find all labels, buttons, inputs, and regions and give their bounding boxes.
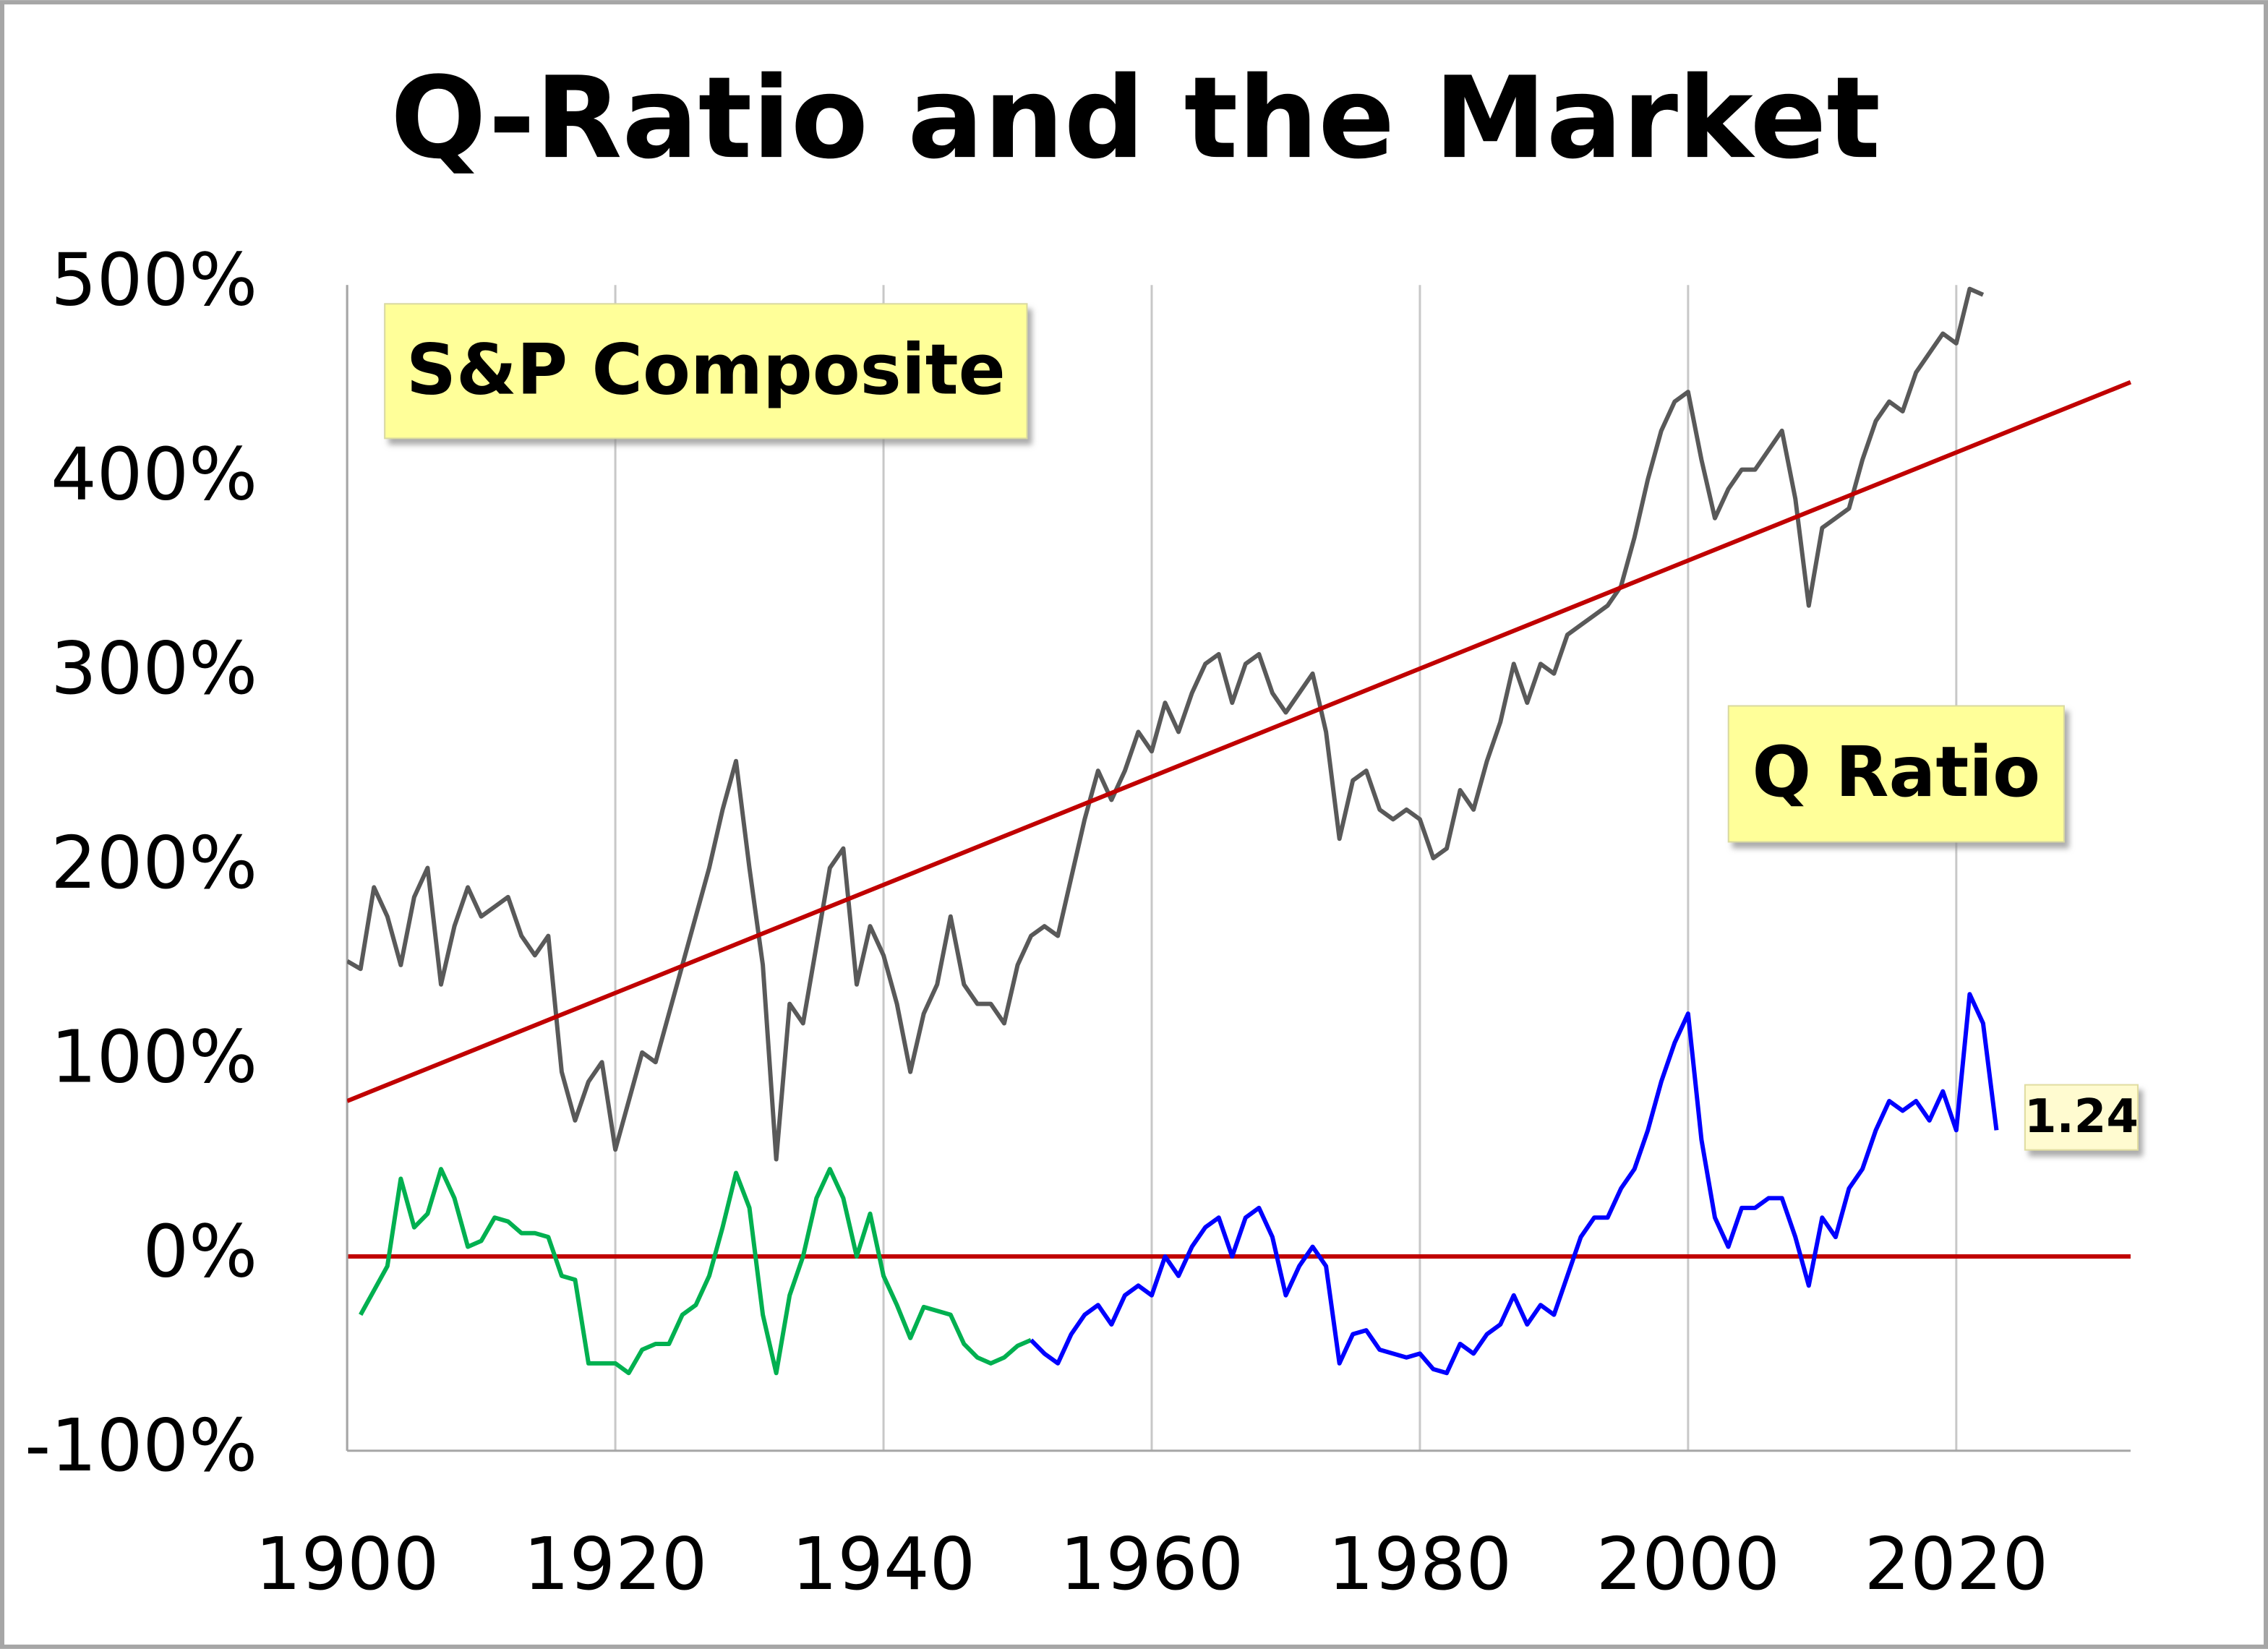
x-tick-label: 1940 bbox=[792, 1522, 976, 1606]
y-tick-label: -100% bbox=[25, 1403, 257, 1488]
plot-area bbox=[347, 286, 2132, 1376]
series-line bbox=[347, 380, 2132, 1103]
y-tick-label: 500% bbox=[51, 238, 257, 322]
series-line bbox=[359, 1167, 1032, 1376]
x-tick-label: 2020 bbox=[1865, 1522, 2049, 1606]
x-tick-label: 1900 bbox=[255, 1522, 440, 1606]
x-tick-label: 1960 bbox=[1060, 1522, 1244, 1606]
series-line bbox=[347, 286, 1985, 1162]
chart-title: Q-Ratio and the Market bbox=[390, 52, 1880, 184]
y-tick-label: 400% bbox=[51, 432, 257, 516]
x-tick-label: 1980 bbox=[1328, 1522, 1512, 1606]
y-tick-label: 100% bbox=[51, 1015, 257, 1100]
y-tick-label: 0% bbox=[142, 1209, 257, 1293]
x-tick-label: 1920 bbox=[523, 1522, 708, 1606]
grid bbox=[346, 285, 2131, 1452]
legend-box bbox=[384, 303, 1028, 440]
labels: 1900 1920 1940 1960 1980 2000 2020 -100% 0% 100% 2… bbox=[25, 238, 2048, 1607]
y-tick-label: 300% bbox=[51, 626, 257, 711]
annotation: 1.24 bbox=[2024, 1090, 2139, 1144]
x-tick-label: 2000 bbox=[1596, 1522, 1781, 1606]
legend-box bbox=[1727, 705, 2065, 843]
annotation-box bbox=[2024, 1084, 2139, 1151]
series-line bbox=[1029, 992, 1999, 1376]
legend-label: Q Ratio bbox=[1753, 732, 2041, 813]
legend-label: S&P Composite bbox=[406, 330, 1006, 411]
y-tick-label: 200% bbox=[51, 821, 257, 905]
